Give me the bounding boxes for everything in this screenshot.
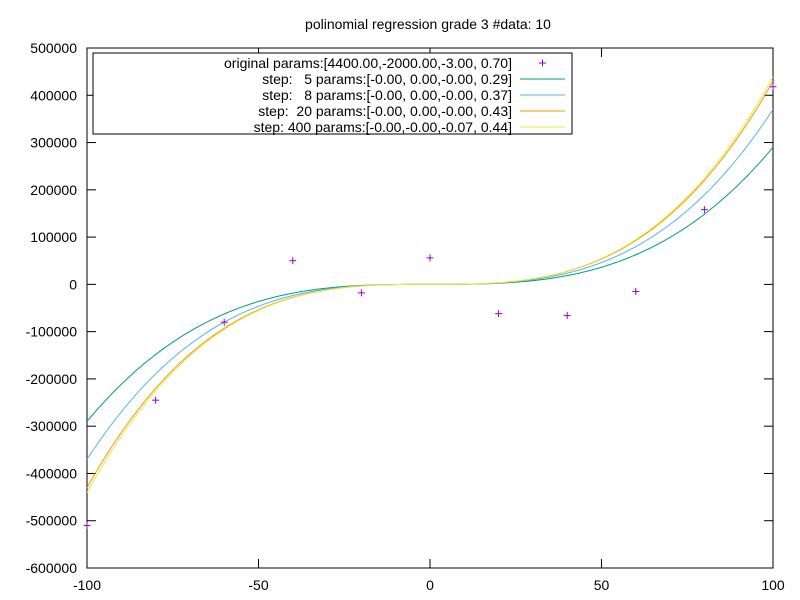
- y-tick-label: 300000: [30, 135, 77, 151]
- y-tick-label: 0: [69, 276, 77, 292]
- data-point: [426, 254, 434, 262]
- legend-label-3: step: 400 params:[-0.00,-0.00,-0.07, 0.4…: [254, 119, 512, 135]
- data-point: [700, 206, 708, 214]
- y-tick-label: -100000: [26, 324, 78, 340]
- x-tick-label: -50: [248, 577, 268, 593]
- y-tick-label: 400000: [30, 87, 77, 103]
- y-tick-label: 100000: [30, 229, 77, 245]
- data-point: [632, 287, 640, 295]
- legend-label-2: step: 20 params:[-0.00, 0.00,-0.00, 0.43…: [258, 103, 512, 119]
- chart-title: polinomial regression grade 3 #data: 10: [305, 16, 551, 32]
- legend-label-1: step: 8 params:[-0.00, 0.00,-0.00, 0.37]: [262, 87, 512, 103]
- data-point: [220, 318, 228, 326]
- y-tick-label: -300000: [26, 418, 78, 434]
- y-tick-label: -200000: [26, 371, 78, 387]
- y-tick-label: -500000: [26, 513, 78, 529]
- x-tick-label: 100: [761, 577, 785, 593]
- data-point: [563, 312, 571, 320]
- data-point: [83, 521, 91, 529]
- series-line-3: [87, 76, 773, 493]
- y-tick-label: 200000: [30, 182, 77, 198]
- data-point: [357, 289, 365, 297]
- data-points: [83, 83, 777, 529]
- x-tick-label: 50: [594, 577, 610, 593]
- legend-marker-points: [539, 59, 546, 67]
- x-tick-label: -100: [73, 577, 101, 593]
- data-point: [495, 310, 503, 318]
- series-lines: [87, 76, 773, 493]
- x-tick-label: 0: [426, 577, 434, 593]
- data-point: [289, 257, 297, 265]
- data-point: [152, 396, 160, 404]
- y-tick-label: -600000: [26, 560, 78, 576]
- legend-label-points: original params:[4400.00,-2000.00,-3.00,…: [224, 55, 512, 71]
- y-axis: -600000 -500000 -400000 -300000 -200000 -1000…: [26, 40, 773, 576]
- x-axis: -100 -50 0 50 100: [73, 48, 785, 593]
- legend: original params:[4400.00,-2000.00,-3.00,…: [92, 52, 573, 135]
- legend-box: [92, 52, 573, 135]
- y-tick-label: 500000: [30, 40, 77, 56]
- legend-label-0: step: 5 params:[-0.00, 0.00,-0.00, 0.29]: [262, 71, 512, 87]
- data-point: [769, 83, 777, 91]
- y-tick-label: -400000: [26, 465, 78, 481]
